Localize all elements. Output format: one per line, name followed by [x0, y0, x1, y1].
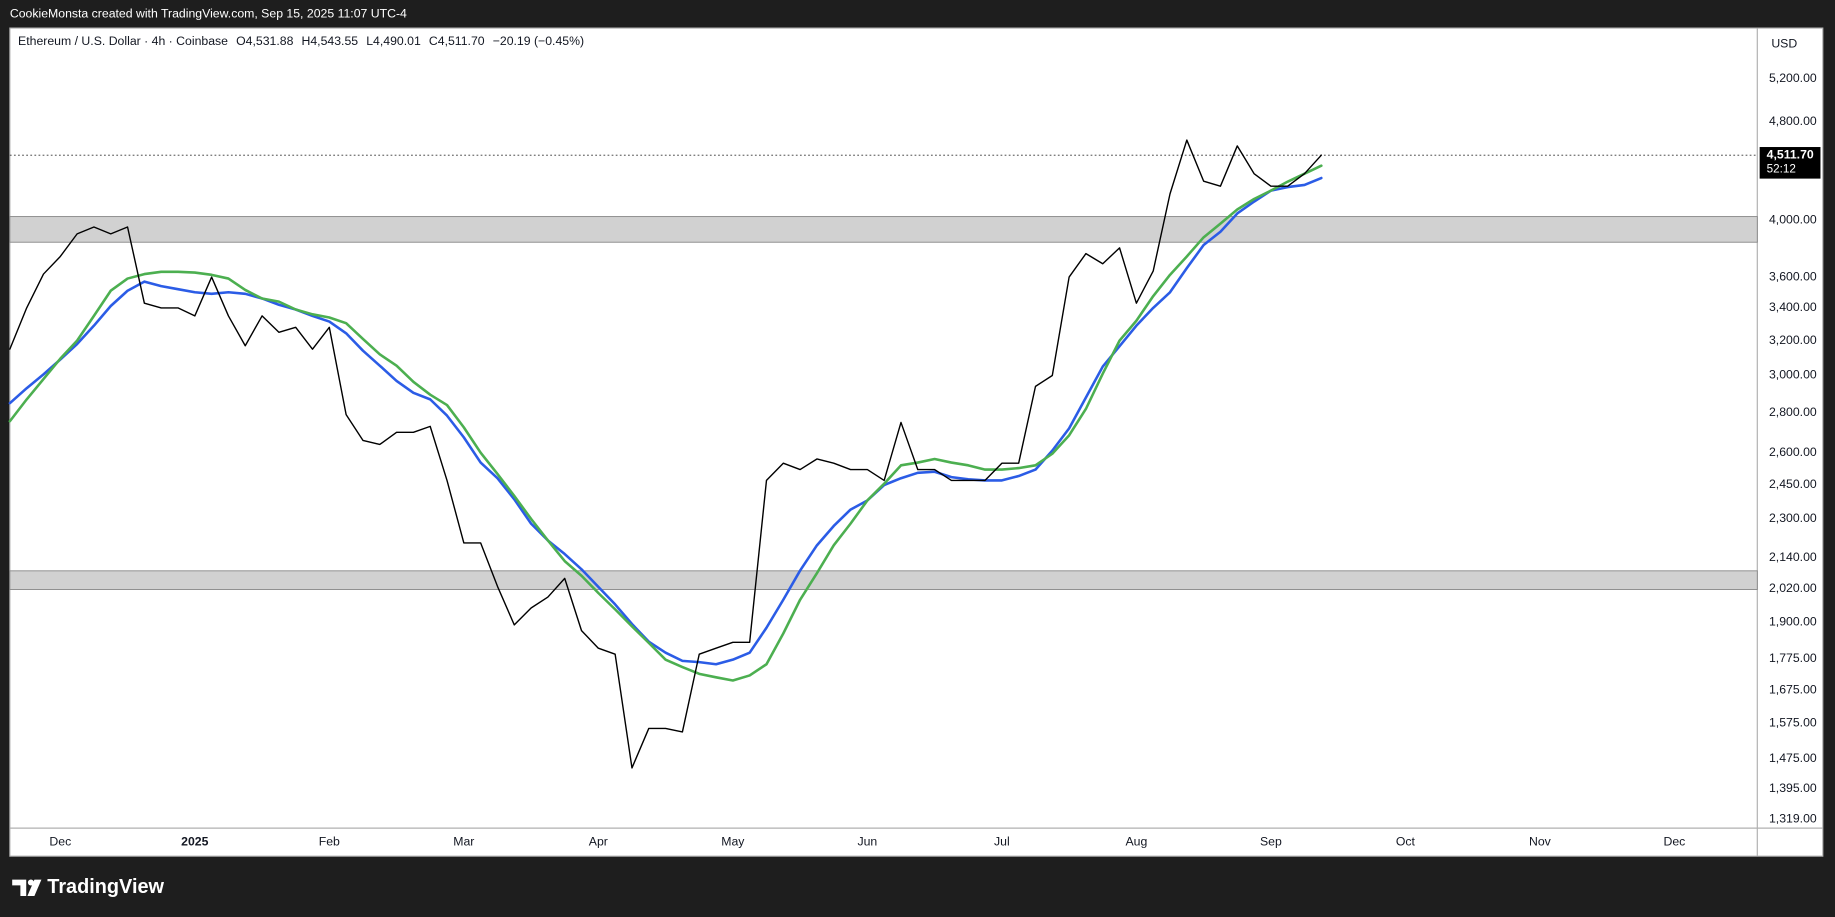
y-tick-label: 1,675.00	[1769, 682, 1817, 696]
axis-unit: USD	[1771, 37, 1797, 51]
y-tick-label: 1,900.00	[1769, 614, 1817, 628]
y-tick-label: 3,000.00	[1769, 368, 1817, 382]
logo-part	[27, 879, 42, 896]
x-tick-label: Nov	[1529, 834, 1552, 848]
x-tick-label: Sep	[1260, 834, 1282, 848]
legend-low: L4,490.01	[366, 34, 421, 48]
y-tick-label: 1,475.00	[1769, 751, 1817, 765]
x-tick-label: Feb	[319, 834, 340, 848]
last-price-label: 4,511.70	[1767, 147, 1814, 161]
y-tick-label: 1,395.00	[1769, 781, 1817, 795]
x-tick-label: Mar	[453, 834, 474, 848]
y-tick-label: 3,400.00	[1769, 300, 1817, 314]
legend-close: C4,511.70	[429, 34, 485, 48]
y-tick-label: 2,140.00	[1769, 550, 1817, 564]
y-tick-label: 2,020.00	[1769, 581, 1817, 595]
price-line	[9, 139, 1323, 769]
moving-average	[8, 176, 1323, 666]
y-tick-label: 3,200.00	[1769, 333, 1817, 347]
x-tick-label: 2025	[181, 834, 208, 848]
y-tick-label: 1,319.00	[1769, 811, 1817, 825]
x-tick-label: Oct	[1396, 834, 1416, 848]
zone	[9, 216, 1758, 243]
x-tick-label: May	[721, 834, 745, 848]
logo-icon	[12, 879, 42, 896]
credit: CookieMonsta created with TradingView.co…	[10, 6, 407, 20]
zone	[9, 570, 1758, 590]
moving-average	[8, 164, 1323, 682]
y-tick-label: 2,800.00	[1769, 405, 1817, 419]
y-tick-label: 2,450.00	[1769, 477, 1817, 491]
y-tick-label: 2,600.00	[1769, 445, 1817, 459]
countdown: 52:12	[1767, 162, 1796, 175]
y-tick-label: 1,775.00	[1769, 651, 1817, 665]
x-tick-label: Dec	[1663, 834, 1685, 848]
y-tick-label: 4,800.00	[1769, 114, 1817, 128]
legend-change: −20.19 (−0.45%)	[493, 34, 584, 48]
legend: Ethereum / U.S. Dollar · 4h · Coinbase O…	[18, 34, 584, 48]
y-tick-label: 5,200.00	[1769, 71, 1817, 85]
logo-part	[27, 879, 34, 886]
x-tick-label: Apr	[589, 834, 608, 848]
x-tick-label: Aug	[1125, 834, 1147, 848]
plot-area	[8, 139, 1758, 769]
chart-panel	[9, 27, 1824, 857]
x-tick-label: Jun	[857, 834, 877, 848]
legend-open: O4,531.88	[236, 34, 293, 48]
x-tick-label: Dec	[49, 834, 71, 848]
legend-high: H4,543.55	[302, 34, 359, 48]
last-price-box	[1759, 147, 1821, 179]
y-tick-label: 1,575.00	[1769, 716, 1817, 730]
legend-symbol: Ethereum / U.S. Dollar · 4h · Coinbase	[18, 34, 228, 48]
logo-part	[12, 879, 27, 896]
x-tick-label: Jul	[994, 834, 1010, 848]
brand: TradingView	[47, 876, 164, 898]
y-tick-label: 4,000.00	[1769, 212, 1817, 226]
y-tick-label: 2,300.00	[1769, 511, 1817, 525]
y-tick-label: 3,600.00	[1769, 269, 1817, 283]
